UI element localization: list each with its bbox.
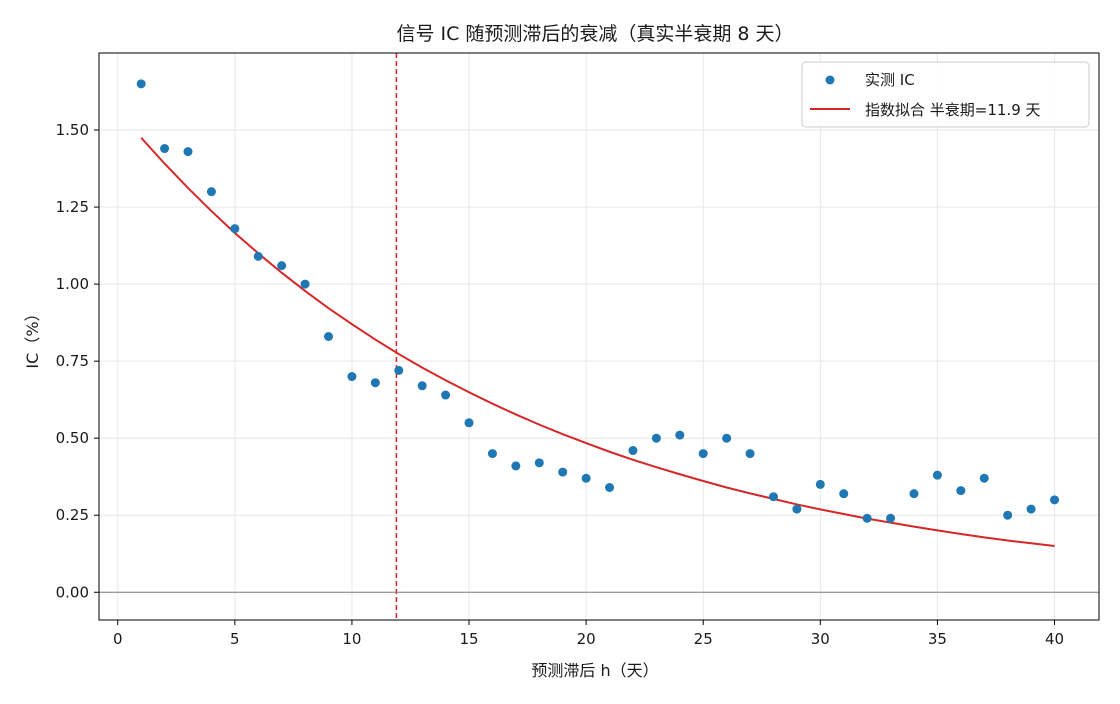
legend-label-line: 指数拟合 半衰期=11.9 天 <box>865 101 1041 119</box>
x-tick-label: 5 <box>230 630 240 648</box>
y-tick-label: 0.00 <box>56 583 89 601</box>
plot-frame <box>98 52 1100 621</box>
data-point <box>792 504 802 514</box>
y-tick-label: 1.50 <box>56 121 89 139</box>
data-point <box>253 251 263 261</box>
data-point <box>417 381 427 391</box>
reference-lines <box>99 53 1099 620</box>
data-point <box>675 430 685 440</box>
data-point <box>558 467 568 477</box>
x-tick-label: 35 <box>928 630 947 648</box>
data-point <box>1050 495 1060 505</box>
data-point <box>394 365 404 375</box>
y-tick-label: 0.25 <box>56 506 89 524</box>
x-tick-label: 20 <box>577 630 596 648</box>
y-axis-ticks: 0.00 0.25 0.50 0.75 1.00 1.25 1.50 <box>56 121 99 601</box>
data-point <box>1003 510 1013 520</box>
y-tick-label: 1.25 <box>56 198 89 216</box>
data-point <box>581 473 591 483</box>
data-point <box>698 449 708 459</box>
legend-marker-scatter <box>825 75 835 85</box>
data-point <box>932 470 942 480</box>
data-point <box>441 390 451 400</box>
x-tick-label: 40 <box>1045 630 1064 648</box>
data-point <box>886 513 896 523</box>
data-point <box>206 187 216 197</box>
data-point <box>160 144 170 154</box>
data-point <box>839 489 849 499</box>
data-point <box>136 79 146 89</box>
x-axis-label: 预测滞后 h（天） <box>531 661 658 680</box>
data-point <box>347 372 357 382</box>
data-point <box>230 224 240 234</box>
x-tick-label: 25 <box>694 630 713 648</box>
data-point <box>815 479 825 489</box>
data-point <box>909 489 919 499</box>
data-point <box>745 449 755 459</box>
data-point <box>651 433 661 443</box>
series-layer <box>136 79 1060 548</box>
data-point <box>628 446 638 456</box>
x-axis-ticks: 0 5 10 15 20 25 30 35 40 <box>113 620 1064 648</box>
legend-label-scatter: 实测 IC <box>865 71 915 89</box>
legend-box <box>801 61 1090 128</box>
data-point <box>370 378 380 388</box>
y-tick-label: 0.50 <box>56 429 89 447</box>
data-point <box>862 513 872 523</box>
data-point <box>487 449 497 459</box>
data-point <box>300 279 310 289</box>
data-point <box>277 261 287 271</box>
data-point <box>464 418 474 428</box>
y-axis-label: IC（%） <box>23 305 42 368</box>
x-tick-label: 15 <box>459 630 478 648</box>
data-point <box>722 433 732 443</box>
data-point <box>183 147 193 157</box>
data-point <box>768 492 778 502</box>
data-point <box>1026 504 1036 514</box>
data-point <box>511 461 521 471</box>
data-point <box>324 332 334 341</box>
y-tick-label: 1.00 <box>56 275 89 293</box>
data-point <box>956 486 966 496</box>
data-point <box>979 473 989 483</box>
x-tick-label: 0 <box>113 630 123 648</box>
y-tick-label: 0.75 <box>56 352 89 370</box>
data-point <box>605 482 615 492</box>
data-point <box>534 458 544 468</box>
legend: 实测 IC 指数拟合 半衰期=11.9 天 <box>801 61 1090 128</box>
x-tick-label: 30 <box>811 630 830 648</box>
chart-title: 信号 IC 随预测滞后的衰减（真实半衰期 8 天） <box>396 23 793 45</box>
fit-curve <box>140 137 1055 548</box>
x-tick-label: 10 <box>342 630 361 648</box>
